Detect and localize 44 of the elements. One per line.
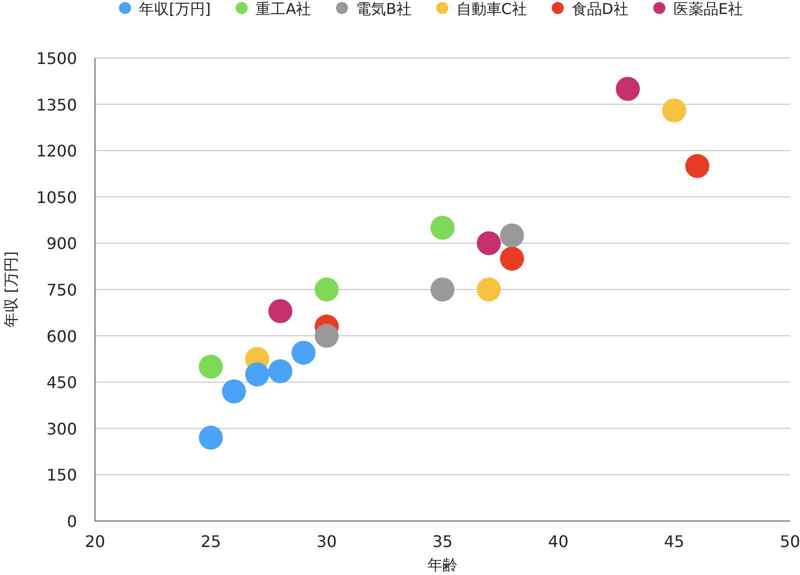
point [662,98,686,122]
point [616,76,640,101]
point [476,231,501,256]
y-axis-title: 年収 [万円] [2,251,20,328]
point [500,223,524,248]
y-tick-label: 1500 [36,49,77,68]
point [198,426,223,450]
legend-label: 年収[万円] [139,0,211,18]
x-tick-label: 45 [664,532,684,551]
point [245,362,270,386]
point [430,278,454,302]
legend-label: 自動車C社 [456,0,527,18]
legend-label: 重工A社 [256,0,311,18]
point [292,340,316,365]
y-tick-label: 1050 [36,188,77,207]
y-tick-label: 0 [66,512,77,531]
x-tick-label: 20 [84,532,106,551]
y-tick-label: 450 [46,373,77,392]
y-tick-label: 600 [46,326,77,346]
point [476,278,501,302]
y-tick-label: 300 [46,419,77,438]
y-tick-label: 150 [46,466,77,485]
point [685,154,710,178]
x-tick-label: 50 [780,532,800,551]
point [198,354,223,379]
legend-label: 医薬品E社 [673,0,743,18]
y-tick-label: 1200 [36,142,77,161]
x-axis-title: 年齢 [428,556,458,574]
y-tick-label: 750 [46,280,77,300]
x-tick-label: 35 [432,532,453,551]
legend-label: 電気B社 [356,0,412,18]
x-tick-label: 25 [200,532,222,551]
point [500,246,524,271]
point [222,379,246,404]
y-tick-label: 1350 [36,95,77,114]
point [268,359,292,384]
point [268,299,292,324]
point [430,216,454,240]
point [314,324,339,348]
point [314,278,339,302]
x-tick-label: 30 [316,532,337,551]
legend-label: 食品D社 [572,0,628,18]
x-tick-label: 40 [548,532,569,551]
y-tick-label: 900 [46,234,77,254]
